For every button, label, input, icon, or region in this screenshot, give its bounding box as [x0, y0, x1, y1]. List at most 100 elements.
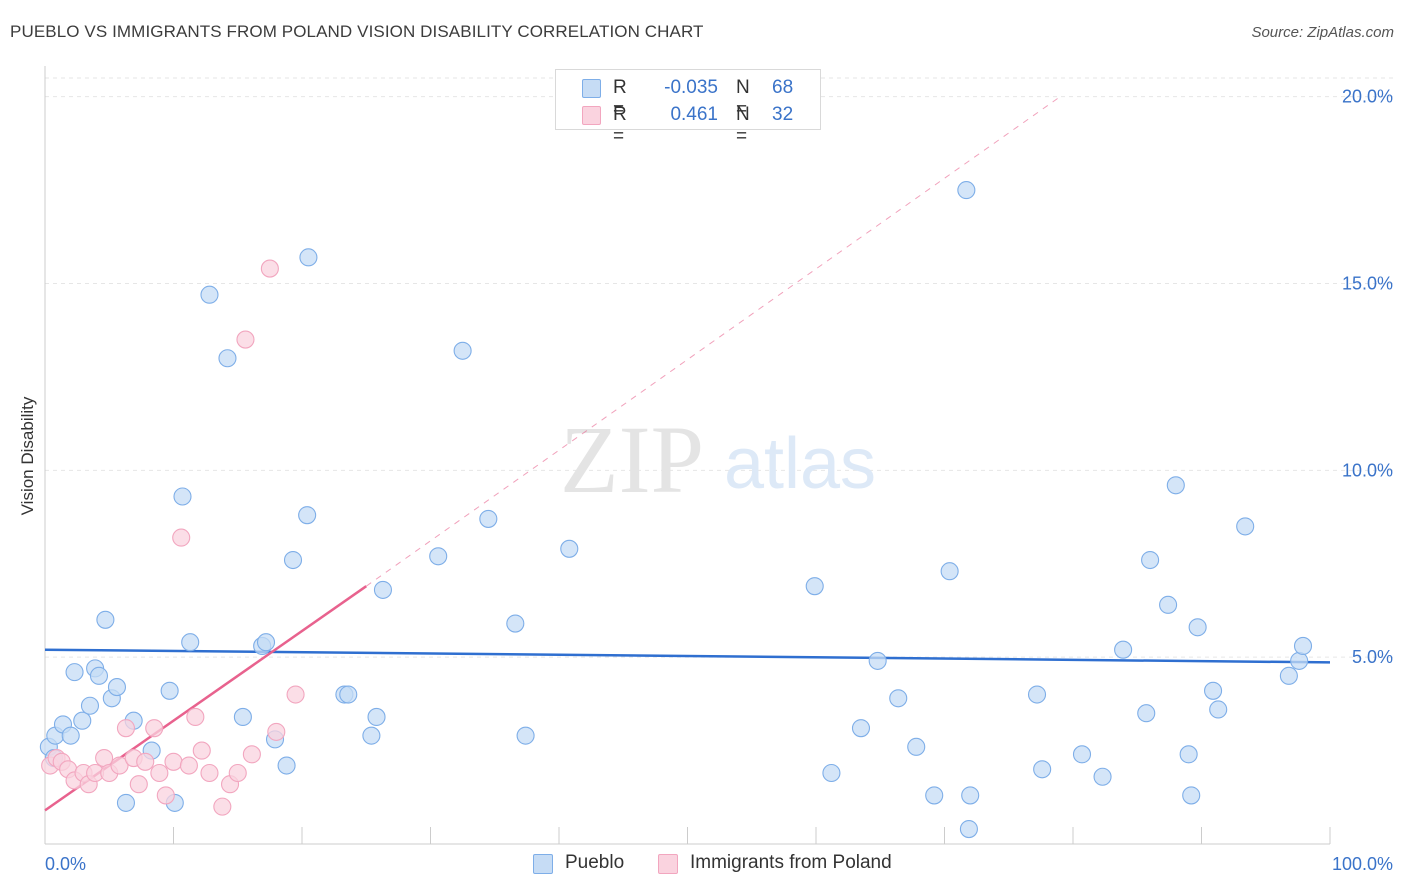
- n-label: N =: [736, 104, 750, 147]
- tick-labels: 5.0% 10.0% 15.0% 20.0% 0.0% 100.0%: [45, 87, 1393, 874]
- pueblo-point: [89, 666, 109, 685]
- n-value: 32: [772, 104, 794, 125]
- poland-point: [136, 752, 155, 771]
- watermark: ZIP atlas: [560, 406, 876, 513]
- pueblo-point: [116, 793, 136, 812]
- grid-lines: [45, 77, 1395, 658]
- pueblo-point: [1279, 666, 1298, 685]
- poland-point: [236, 330, 255, 349]
- data-points: [39, 181, 1313, 839]
- pueblo-point: [506, 614, 525, 633]
- poland-point: [192, 741, 211, 760]
- poland-swatch: [658, 854, 678, 874]
- pueblo-point: [1072, 745, 1092, 764]
- pueblo-swatch: [533, 854, 553, 874]
- pueblo-point: [429, 547, 448, 566]
- pueblo-point: [1137, 704, 1156, 723]
- pueblo-point: [218, 349, 237, 368]
- pueblo-point: [1188, 618, 1207, 637]
- axes: [44, 66, 1331, 845]
- pueblo-point: [1093, 767, 1112, 786]
- pueblo-point: [339, 685, 358, 704]
- pueblo-point: [1290, 651, 1309, 670]
- poland-point: [242, 745, 261, 764]
- pueblo-point: [940, 562, 959, 581]
- pueblo-point: [1166, 476, 1185, 495]
- pueblo-point: [1159, 595, 1178, 614]
- poland-trend-extension: [365, 96, 1061, 587]
- pueblo-point: [453, 341, 472, 360]
- pueblo-point: [889, 689, 908, 708]
- pueblo-point: [96, 610, 115, 629]
- series-legend: Pueblo Immigrants from Poland: [0, 852, 1406, 876]
- pueblo-point: [1033, 760, 1052, 779]
- n-value: 68: [772, 77, 794, 98]
- poland-point: [172, 528, 191, 547]
- stats-legend: R = -0.035 N = 68 R = 0.461 N = 32: [555, 69, 821, 147]
- pueblo-point: [959, 820, 978, 839]
- pueblo-point: [560, 539, 579, 558]
- poland-point: [186, 707, 205, 727]
- y-tick-label: 20.0%: [1342, 87, 1393, 107]
- pueblo-point: [957, 181, 976, 200]
- pueblo-point: [961, 786, 980, 805]
- pueblo-point: [73, 711, 92, 730]
- poland-point: [286, 685, 305, 704]
- pueblo-trend-line: [44, 648, 1331, 664]
- pueblo-point: [173, 487, 192, 506]
- y-tick-label: 15.0%: [1342, 274, 1393, 294]
- r-label: R =: [613, 104, 627, 147]
- pueblo-point: [1236, 517, 1255, 536]
- poland-point: [150, 763, 169, 783]
- watermark-zip: ZIP: [560, 406, 704, 513]
- pueblo-point: [1114, 640, 1133, 659]
- pueblo-point: [277, 756, 296, 775]
- pueblo-point: [160, 681, 179, 700]
- poland-point: [200, 763, 219, 783]
- pueblo-point: [1293, 636, 1313, 656]
- pueblo-point: [868, 651, 887, 670]
- pueblo-point: [851, 719, 871, 738]
- pueblo-point: [1182, 786, 1201, 805]
- pueblo-point: [200, 285, 219, 304]
- pueblo-point: [61, 726, 80, 745]
- pueblo-point: [479, 509, 498, 528]
- chart-title: PUEBLO VS IMMIGRANTS FROM POLAND VISION …: [10, 22, 704, 41]
- pueblo-point: [298, 506, 317, 525]
- pueblo-swatch: [582, 79, 601, 98]
- pueblo-point: [256, 633, 276, 652]
- poland-point: [164, 752, 183, 771]
- watermark-atlas: atlas: [724, 424, 876, 504]
- legend-label-pueblo: Pueblo: [565, 852, 625, 873]
- y-tick-label: 5.0%: [1352, 647, 1393, 667]
- pueblo-point: [80, 696, 100, 715]
- y-tick-label: 10.0%: [1342, 460, 1393, 480]
- poland-point: [110, 756, 129, 775]
- poland-point: [228, 763, 247, 783]
- n-label: N =: [736, 77, 750, 120]
- poland-point: [260, 259, 279, 278]
- r-value: -0.035: [664, 77, 718, 98]
- poland-point: [213, 797, 232, 816]
- pueblo-point: [362, 726, 381, 745]
- pueblo-point: [1141, 550, 1160, 570]
- pueblo-point: [65, 663, 84, 682]
- pueblo-point: [283, 550, 303, 570]
- x-tick-label: 0.0%: [45, 854, 86, 874]
- y-axis-label: Vision Disability: [18, 396, 37, 515]
- r-value: 0.461: [670, 104, 718, 125]
- pueblo-point: [373, 580, 393, 599]
- x-tick-label: 100.0%: [1332, 854, 1393, 874]
- poland-point: [267, 722, 286, 741]
- pueblo-point: [925, 786, 944, 805]
- pueblo-point: [805, 577, 824, 596]
- source-label: Source: ZipAtlas.com: [1251, 24, 1394, 41]
- pueblo-point: [1209, 700, 1228, 719]
- poland-point: [145, 719, 164, 738]
- legend-label-poland: Immigrants from Poland: [690, 852, 892, 873]
- poland-point: [116, 719, 136, 738]
- poland-point: [179, 756, 198, 775]
- pueblo-point: [907, 737, 926, 756]
- poland-point: [156, 786, 175, 805]
